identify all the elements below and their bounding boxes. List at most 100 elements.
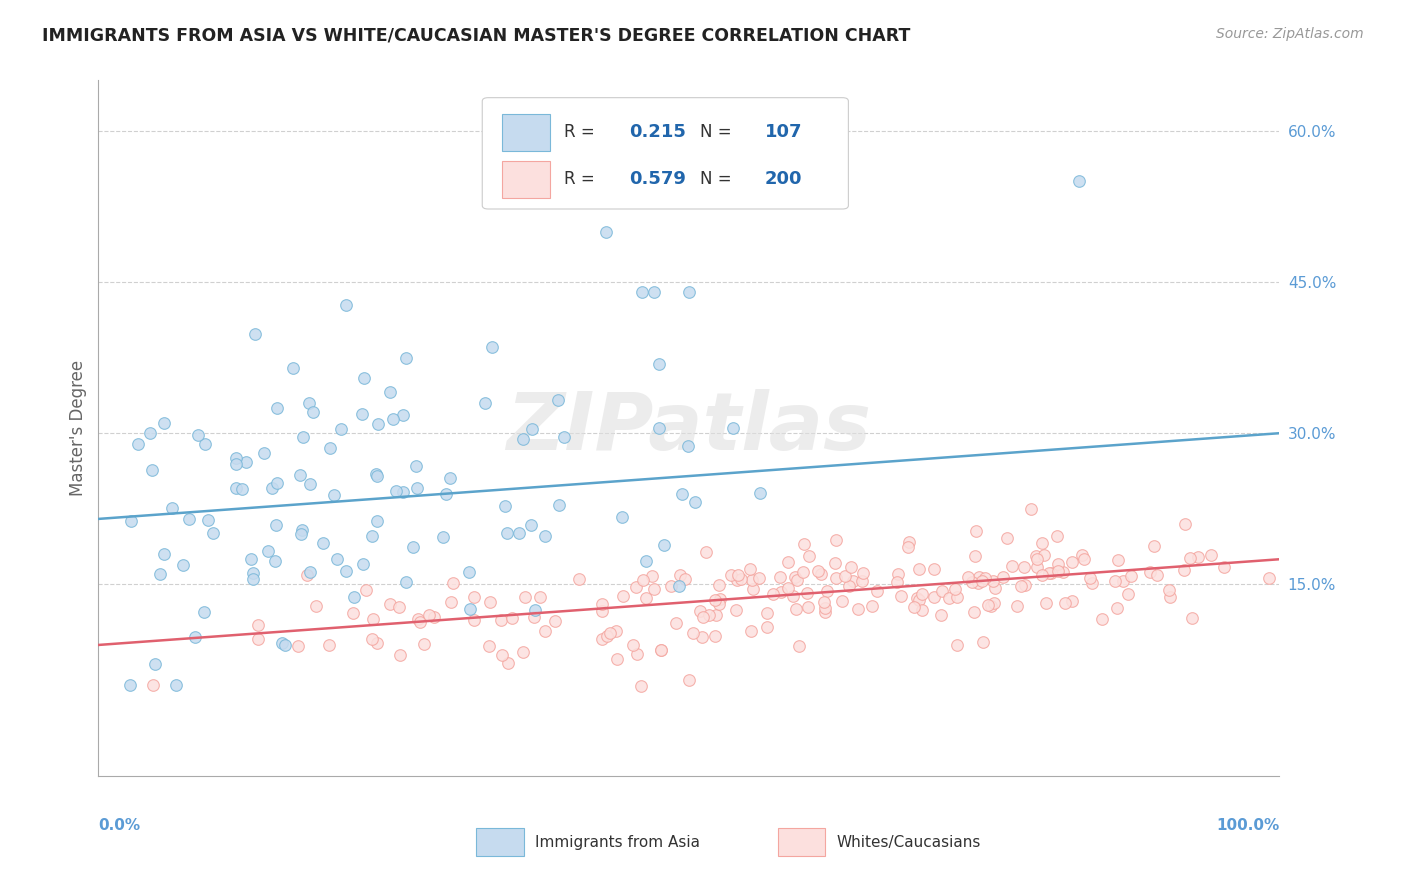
Point xyxy=(983,596,1005,610)
Point xyxy=(1014,578,1036,592)
Point xyxy=(568,572,591,586)
Bar xyxy=(477,828,523,856)
Point xyxy=(246,632,269,646)
Point xyxy=(335,564,357,578)
Point xyxy=(153,416,176,430)
Point xyxy=(838,578,860,592)
Point xyxy=(841,574,863,588)
Point xyxy=(118,678,141,692)
Point xyxy=(813,595,835,609)
Point xyxy=(1010,578,1032,592)
Point xyxy=(591,632,613,647)
Point xyxy=(534,529,557,543)
Point xyxy=(498,656,520,670)
Point xyxy=(740,624,762,639)
Point xyxy=(1078,571,1101,585)
Point xyxy=(1035,596,1057,610)
Point xyxy=(725,603,748,617)
Point xyxy=(179,512,201,526)
Bar xyxy=(778,828,825,856)
Point xyxy=(239,551,262,566)
Point xyxy=(395,575,418,590)
Point xyxy=(242,572,264,586)
Point xyxy=(626,647,648,661)
Point xyxy=(1112,574,1135,588)
Point xyxy=(824,556,846,570)
Point xyxy=(1031,567,1053,582)
Point xyxy=(671,486,693,500)
Point xyxy=(650,643,672,657)
Point xyxy=(634,591,657,605)
Point xyxy=(643,582,665,596)
Point xyxy=(796,586,818,600)
Point xyxy=(260,481,283,495)
Point xyxy=(1014,560,1036,574)
Point xyxy=(225,451,247,466)
Point xyxy=(356,582,378,597)
Point xyxy=(970,574,993,589)
Point xyxy=(440,594,463,608)
Point xyxy=(1031,535,1053,549)
Point xyxy=(1159,590,1181,604)
Point xyxy=(264,517,287,532)
Point xyxy=(266,476,288,491)
Point xyxy=(418,607,440,622)
Point xyxy=(1090,611,1112,625)
Point xyxy=(1047,558,1070,572)
Point xyxy=(302,405,325,419)
Point xyxy=(807,564,830,578)
Text: 100.0%: 100.0% xyxy=(1216,818,1279,833)
Point xyxy=(342,606,364,620)
Point xyxy=(929,607,952,622)
Point xyxy=(1174,516,1197,531)
Point xyxy=(388,599,411,614)
Point xyxy=(496,525,519,540)
Point xyxy=(866,584,889,599)
Point xyxy=(793,537,815,551)
Point xyxy=(335,298,357,312)
Point xyxy=(360,632,382,646)
Point xyxy=(291,430,314,444)
Point xyxy=(1001,558,1024,573)
Point xyxy=(406,482,429,496)
Point xyxy=(641,569,664,583)
Point xyxy=(364,467,387,482)
Point xyxy=(995,531,1018,545)
Point xyxy=(610,510,633,524)
Point xyxy=(246,618,269,632)
Point xyxy=(690,630,713,644)
Point xyxy=(298,396,321,410)
Point xyxy=(489,613,512,627)
Point xyxy=(271,636,294,650)
Point xyxy=(520,517,543,532)
Point xyxy=(626,580,648,594)
Point xyxy=(905,591,928,605)
Point xyxy=(787,639,810,653)
Point xyxy=(960,575,983,590)
Point xyxy=(544,614,567,628)
Point xyxy=(127,437,149,451)
Point xyxy=(1178,551,1201,566)
Point xyxy=(825,571,848,585)
Point xyxy=(120,514,142,528)
Point xyxy=(676,439,699,453)
Point xyxy=(494,499,516,513)
Point xyxy=(647,357,669,371)
Point xyxy=(235,454,257,468)
Point xyxy=(409,615,432,630)
Point xyxy=(630,285,652,299)
Point xyxy=(652,538,675,552)
Point xyxy=(782,589,804,603)
Point xyxy=(153,547,176,561)
Point xyxy=(478,639,501,653)
Point xyxy=(965,524,987,539)
Point xyxy=(243,326,266,341)
Point xyxy=(911,603,934,617)
Point xyxy=(860,599,883,613)
Point xyxy=(142,677,165,691)
Point xyxy=(523,610,546,624)
Point xyxy=(1139,565,1161,579)
Point xyxy=(1116,587,1139,601)
Point xyxy=(508,526,530,541)
Text: Immigrants from Asia: Immigrants from Asia xyxy=(536,835,700,850)
